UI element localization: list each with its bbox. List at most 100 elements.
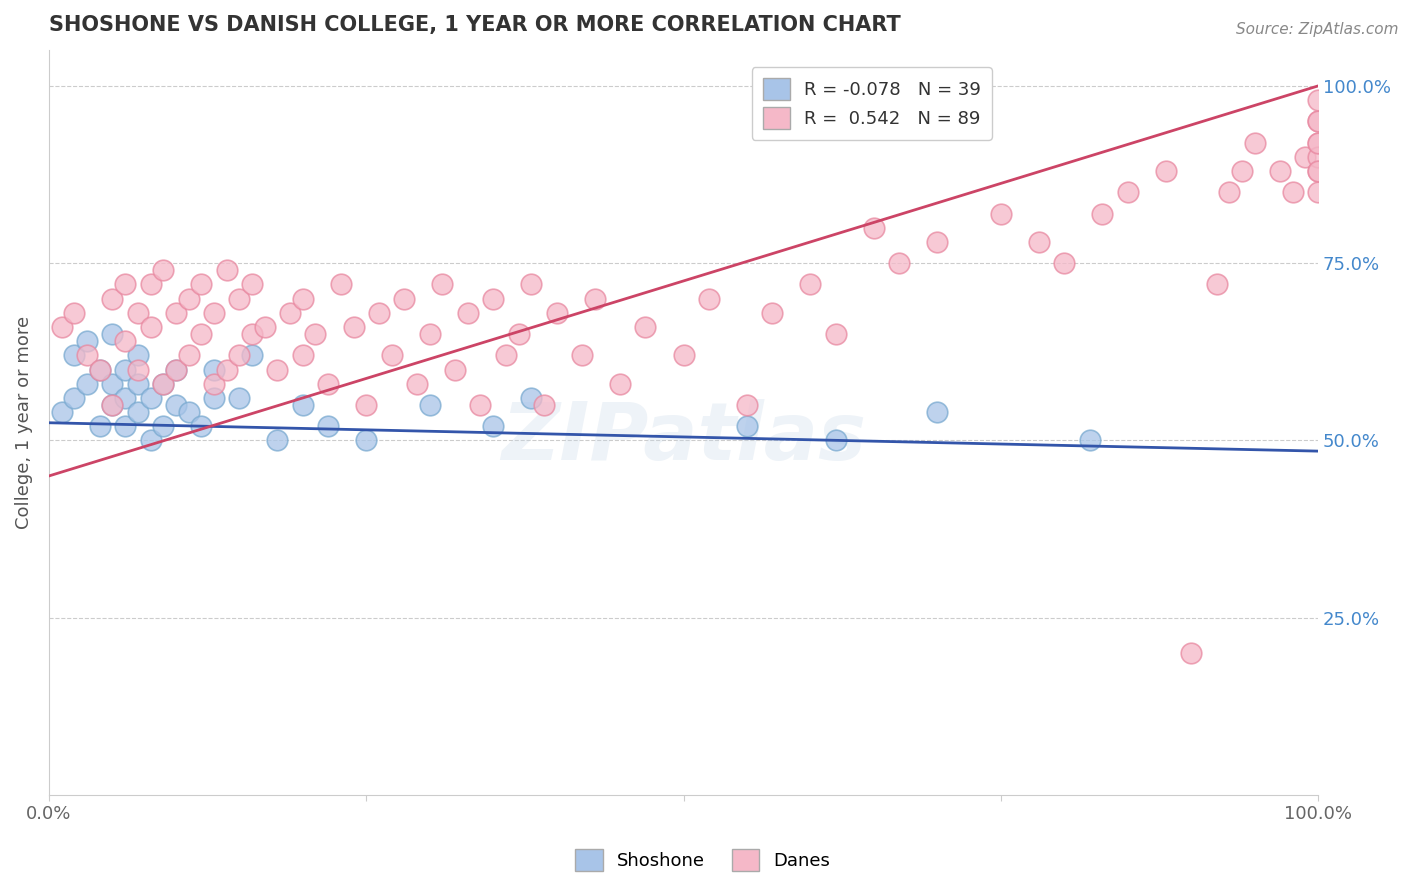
Point — [63, 391, 86, 405]
Point — [165, 306, 187, 320]
Point — [533, 398, 555, 412]
Point — [419, 327, 441, 342]
Point — [152, 263, 174, 277]
Point — [1294, 150, 1316, 164]
Point — [1308, 186, 1330, 200]
Point — [1154, 164, 1177, 178]
Point — [114, 334, 136, 349]
Point — [508, 327, 530, 342]
Point — [101, 292, 124, 306]
Point — [139, 320, 162, 334]
Point — [1028, 235, 1050, 249]
Point — [824, 434, 846, 448]
Point — [571, 348, 593, 362]
Point — [228, 348, 250, 362]
Point — [89, 362, 111, 376]
Point — [406, 376, 429, 391]
Point — [381, 348, 404, 362]
Point — [342, 320, 364, 334]
Point — [152, 376, 174, 391]
Legend: Shoshone, Danes: Shoshone, Danes — [568, 842, 838, 879]
Point — [228, 292, 250, 306]
Point — [202, 362, 225, 376]
Point — [1281, 186, 1303, 200]
Point — [51, 320, 73, 334]
Point — [202, 306, 225, 320]
Point — [1308, 136, 1330, 150]
Point — [127, 306, 149, 320]
Point — [101, 327, 124, 342]
Point — [101, 398, 124, 412]
Point — [432, 277, 454, 292]
Point — [139, 434, 162, 448]
Point — [546, 306, 568, 320]
Point — [240, 277, 263, 292]
Point — [1218, 186, 1240, 200]
Point — [1308, 114, 1330, 128]
Point — [101, 398, 124, 412]
Point — [127, 348, 149, 362]
Point — [291, 348, 314, 362]
Point — [1308, 150, 1330, 164]
Point — [127, 405, 149, 419]
Text: ZIPatlas: ZIPatlas — [501, 399, 866, 476]
Point — [1308, 114, 1330, 128]
Point — [114, 419, 136, 434]
Point — [457, 306, 479, 320]
Point — [127, 362, 149, 376]
Point — [190, 327, 212, 342]
Point — [165, 398, 187, 412]
Point — [672, 348, 695, 362]
Point — [482, 419, 505, 434]
Point — [101, 376, 124, 391]
Point — [266, 362, 288, 376]
Point — [1308, 136, 1330, 150]
Point — [495, 348, 517, 362]
Point — [356, 434, 378, 448]
Point — [419, 398, 441, 412]
Point — [165, 362, 187, 376]
Point — [799, 277, 821, 292]
Point — [927, 235, 949, 249]
Point — [735, 419, 758, 434]
Point — [927, 405, 949, 419]
Point — [228, 391, 250, 405]
Point — [240, 348, 263, 362]
Point — [89, 419, 111, 434]
Point — [63, 348, 86, 362]
Point — [63, 306, 86, 320]
Point — [190, 419, 212, 434]
Point — [240, 327, 263, 342]
Point — [202, 391, 225, 405]
Point — [1230, 164, 1253, 178]
Point — [114, 362, 136, 376]
Point — [1078, 434, 1101, 448]
Point — [520, 277, 543, 292]
Point — [520, 391, 543, 405]
Point — [444, 362, 467, 376]
Point — [177, 405, 200, 419]
Point — [266, 434, 288, 448]
Point — [278, 306, 301, 320]
Legend: R = -0.078   N = 39, R =  0.542   N = 89: R = -0.078 N = 39, R = 0.542 N = 89 — [752, 67, 991, 140]
Point — [1116, 186, 1139, 200]
Y-axis label: College, 1 year or more: College, 1 year or more — [15, 316, 32, 529]
Point — [316, 376, 339, 391]
Point — [609, 376, 631, 391]
Point — [253, 320, 276, 334]
Point — [202, 376, 225, 391]
Point — [114, 277, 136, 292]
Point — [139, 277, 162, 292]
Point — [1308, 164, 1330, 178]
Point — [51, 405, 73, 419]
Point — [127, 376, 149, 391]
Point — [482, 292, 505, 306]
Point — [114, 391, 136, 405]
Point — [1091, 206, 1114, 220]
Point — [139, 391, 162, 405]
Point — [177, 292, 200, 306]
Point — [990, 206, 1012, 220]
Point — [316, 419, 339, 434]
Point — [470, 398, 492, 412]
Point — [190, 277, 212, 292]
